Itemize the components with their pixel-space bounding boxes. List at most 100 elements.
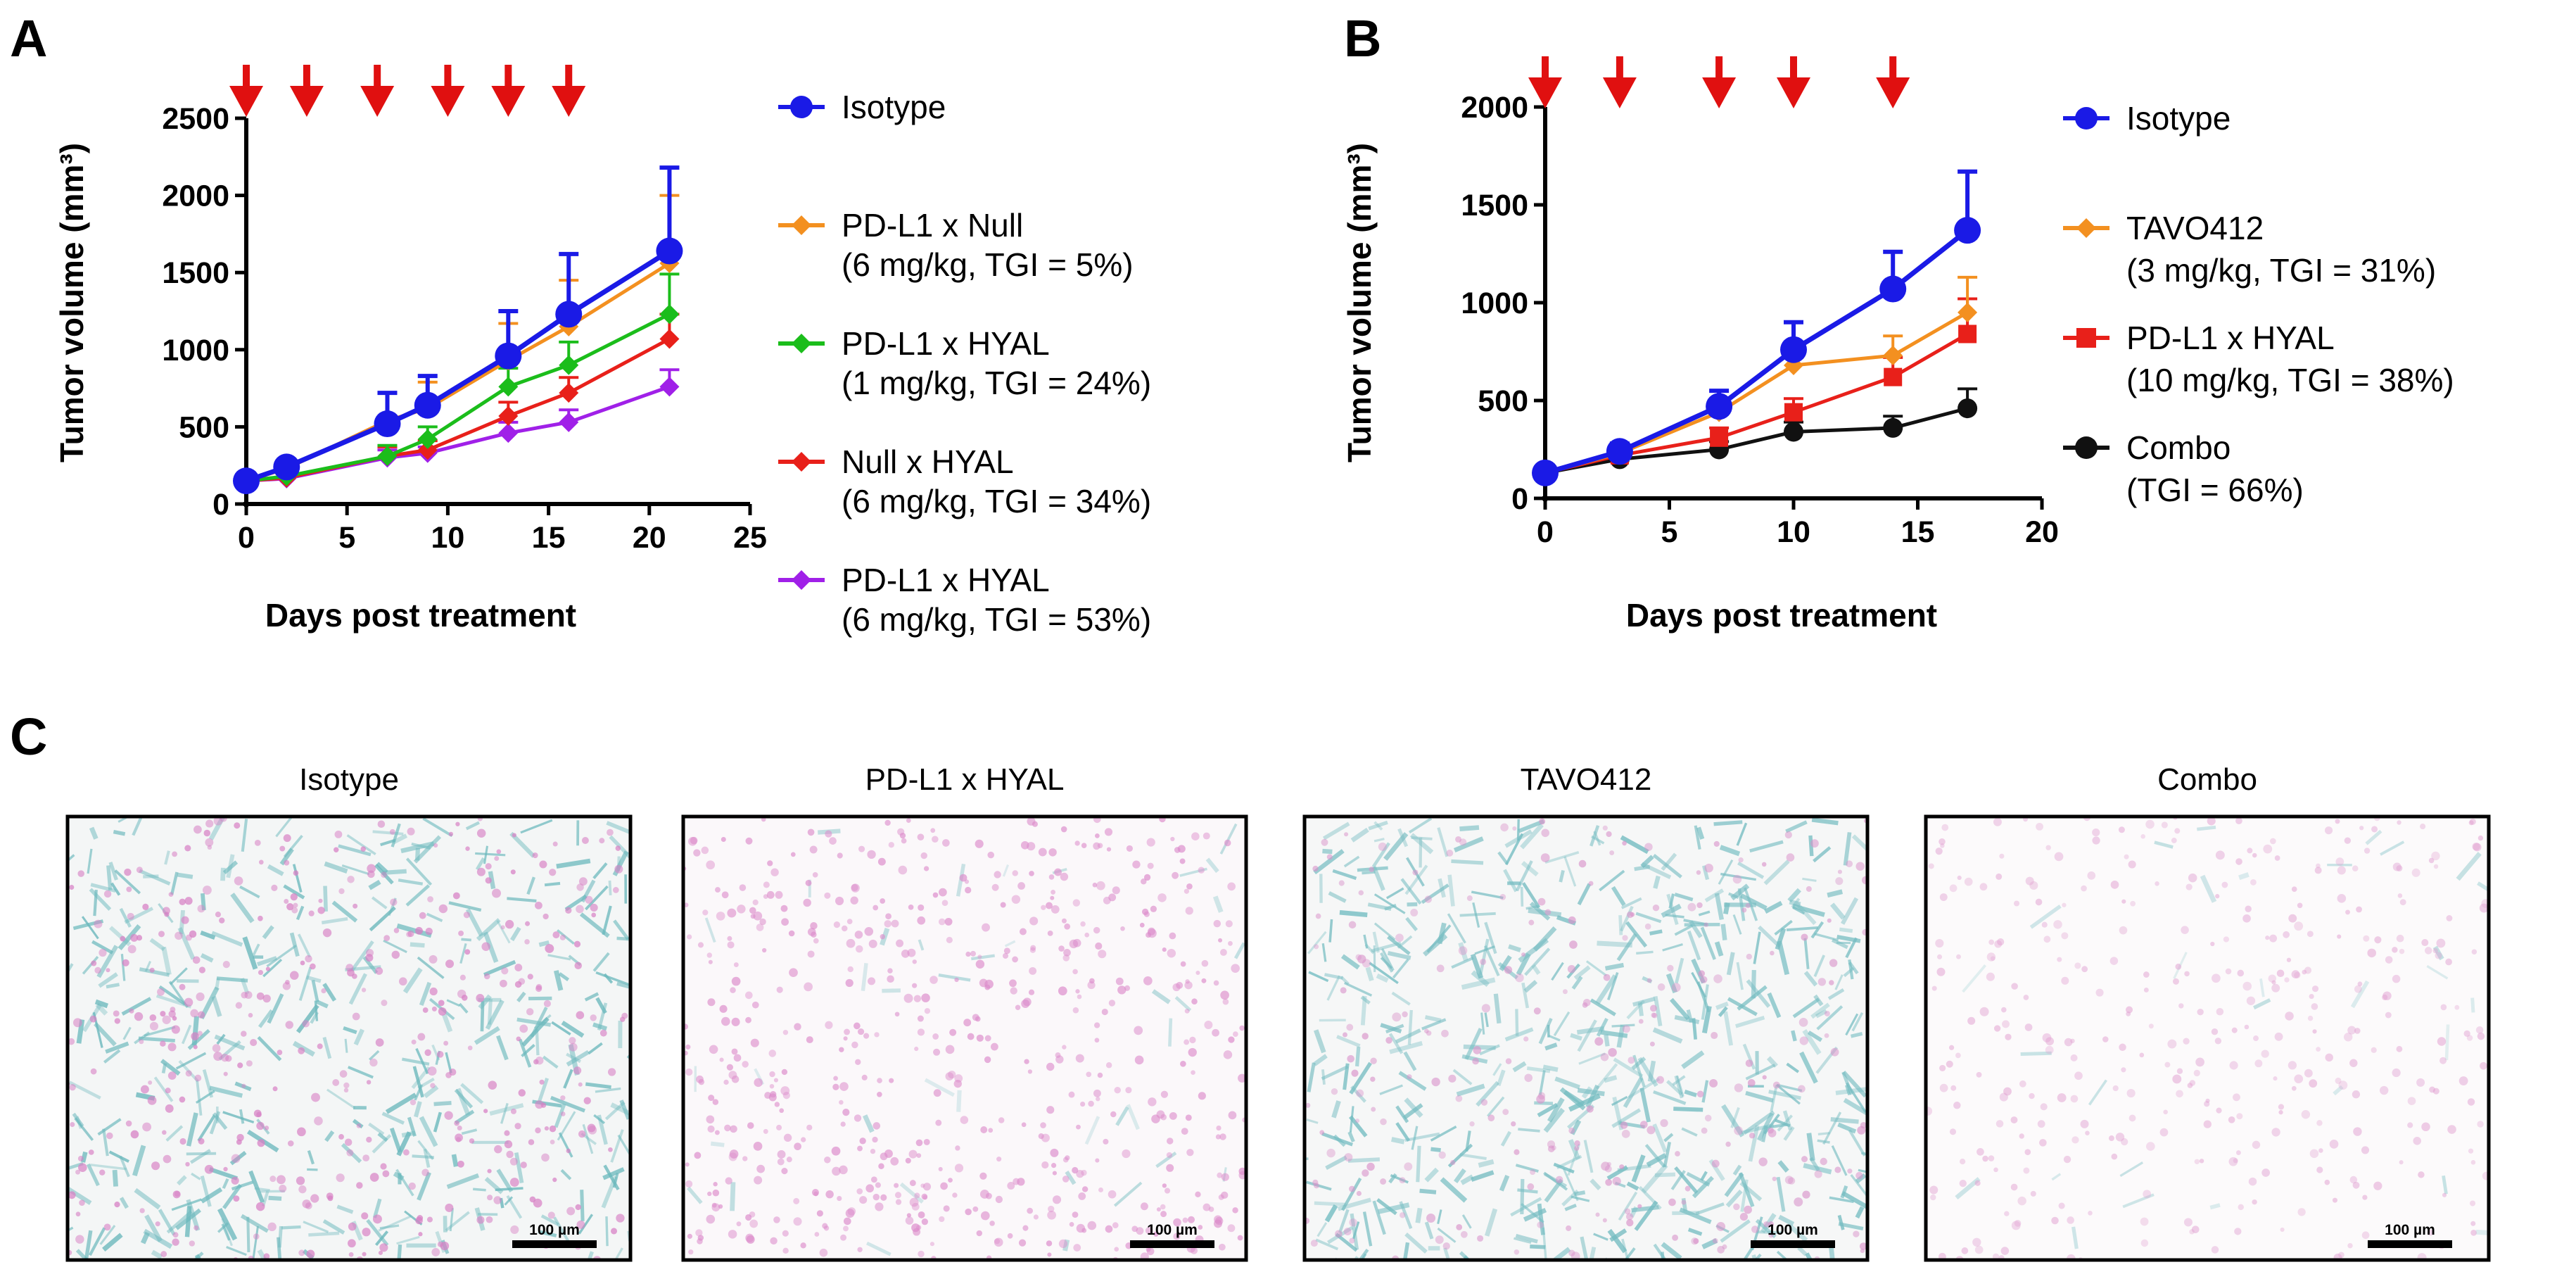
series-line <box>1544 228 1969 476</box>
dosing-arrow-icon <box>1528 56 1562 108</box>
legend-marker <box>792 334 811 353</box>
dosing-arrow-icon <box>289 65 324 117</box>
legend-marker <box>792 215 811 235</box>
data-point <box>377 446 398 467</box>
data-point <box>498 406 519 427</box>
x-tick-label: 20 <box>2025 515 2059 549</box>
x-tick-label: 15 <box>532 521 566 555</box>
y-tick-label: 2000 <box>1461 91 1528 125</box>
panel-letter-b: B <box>1344 9 1381 68</box>
micrograph-combo: Combo 100 µm <box>1924 762 2491 1262</box>
data-point <box>1958 302 1978 322</box>
y-tick-label: 0 <box>1511 482 1528 516</box>
data-point <box>1784 355 1803 375</box>
dosing-arrow-icon <box>1876 56 1910 108</box>
chart-b-xlabel: Days post treatment <box>1626 597 1937 634</box>
micrograph-tavo412: TAVO412 100 µm <box>1302 762 1870 1262</box>
x-tick-label: 25 <box>733 521 767 555</box>
x-tick-label: 15 <box>1901 515 1935 549</box>
data-point <box>495 342 522 370</box>
x-tick-label: 5 <box>1661 515 1678 549</box>
data-point <box>559 412 579 432</box>
data-point <box>374 410 401 438</box>
scale-bar <box>1751 1240 1835 1248</box>
data-point <box>1879 275 1907 303</box>
tissue-image <box>68 817 630 1260</box>
data-point <box>1532 459 1559 486</box>
legend-label: PD-L1 x Null <box>842 207 1023 244</box>
y-tick-label: 1500 <box>1461 189 1528 222</box>
data-point <box>1780 336 1807 363</box>
legend-sublabel: (1 mg/kg, TGI = 24%) <box>842 365 1151 401</box>
legend-entry: Isotype <box>778 89 946 125</box>
y-tick-label: 1000 <box>1461 286 1528 320</box>
data-point <box>1883 417 1903 438</box>
series <box>233 165 683 495</box>
data-point <box>559 355 579 375</box>
dosing-arrow-icon <box>552 65 586 117</box>
legend-entry: PD-L1 x HYAL (10 mg/kg, TGI = 38%) <box>2063 320 2454 398</box>
legend-entry: Null x HYAL(6 mg/kg, TGI = 34%) <box>778 443 1151 519</box>
chart-b: Tumor volume (mm³) Days post treatment 0… <box>1341 56 2059 634</box>
legend-entry: PD-L1 x HYAL(6 mg/kg, TGI = 53%) <box>778 562 1151 638</box>
data-point <box>559 383 579 403</box>
scale-bar <box>512 1240 597 1248</box>
chart-a-ylabel: Tumor volume (mm³) <box>53 143 90 462</box>
legend-marker <box>792 570 811 590</box>
legend-marker <box>792 452 811 472</box>
dosing-arrow-icon <box>1702 56 1737 108</box>
legend-sublabel: (3 mg/kg, TGI = 31%) <box>2126 252 2436 289</box>
y-tick-label: 500 <box>1478 384 1528 418</box>
tissue-image <box>683 817 1246 1260</box>
y-tick-label: 1000 <box>162 334 229 367</box>
legend-label: Isotype <box>842 89 946 125</box>
series <box>236 313 680 491</box>
dosing-arrow-icon <box>1777 56 1810 108</box>
micrograph-title: Combo <box>2157 762 2257 797</box>
data-point <box>656 237 683 265</box>
chart-a-xlabel: Days post treatment <box>265 597 576 634</box>
dosing-arrow-icon <box>431 65 465 117</box>
series-line <box>1544 406 1968 475</box>
dosing-arrow-icon <box>360 65 395 117</box>
data-point <box>273 453 300 481</box>
x-tick-label: 10 <box>1777 515 1810 549</box>
x-tick-label: 0 <box>238 521 255 555</box>
tissue-image <box>1305 817 1867 1260</box>
data-point <box>1784 403 1803 422</box>
legend-entry: PD-L1 x Null (6 mg/kg, TGI = 5%) <box>778 207 1134 283</box>
legend-sublabel: (10 mg/kg, TGI = 38%) <box>2126 362 2454 398</box>
legend-marker <box>2075 436 2098 459</box>
data-point <box>1883 346 1903 366</box>
legend-sublabel: (TGI = 66%) <box>2126 472 2304 508</box>
data-point <box>1958 398 1978 419</box>
data-point <box>659 304 680 325</box>
micrograph-title: Isotype <box>299 762 399 797</box>
scale-bar-label: 100 µm <box>529 1222 580 1238</box>
legend-entry: Isotype <box>2063 100 2231 137</box>
x-tick-label: 10 <box>431 521 464 555</box>
scale-bar-label: 100 µm <box>1147 1222 1198 1238</box>
chart-b-ylabel: Tumor volume (mm³) <box>1341 143 1378 462</box>
legend-label: Null x HYAL <box>842 443 1014 480</box>
chart-a: Tumor volume (mm³) Days post treatment 0… <box>53 65 767 634</box>
legend-marker <box>2076 218 2096 238</box>
scale-bar <box>2368 1240 2452 1248</box>
panel-letter-a: A <box>10 9 47 68</box>
y-tick-label: 500 <box>179 410 229 444</box>
legend-label: PD-L1 x HYAL <box>2126 320 2335 356</box>
legend-entry: PD-L1 x HYAL(1 mg/kg, TGI = 24%) <box>778 325 1151 401</box>
series <box>1535 387 1978 483</box>
dosing-arrow-icon <box>491 65 526 117</box>
legend-marker <box>2076 328 2096 348</box>
legend-label: Isotype <box>2126 100 2231 137</box>
data-point <box>1606 438 1633 465</box>
micrograph-isotype: Isotype 100 µm <box>65 762 633 1262</box>
legend-sublabel: (6 mg/kg, TGI = 34%) <box>842 483 1151 519</box>
legend-label: TAVO412 <box>2126 210 2264 246</box>
data-point <box>659 377 680 397</box>
data-point <box>417 429 438 449</box>
data-point <box>1958 325 1977 344</box>
